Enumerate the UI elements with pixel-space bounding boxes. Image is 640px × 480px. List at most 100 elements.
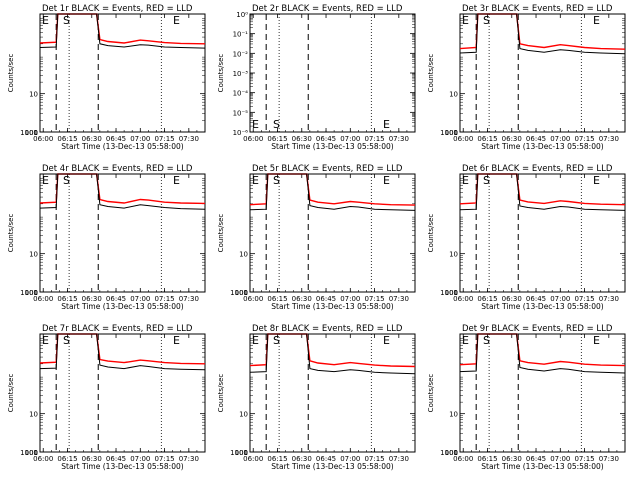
panel-title: Det 8r BLACK = Events, RED = LLD xyxy=(252,324,403,334)
event-marker-label: E xyxy=(383,334,390,347)
event-marker-label: S xyxy=(483,334,490,347)
x-axis-label: Start Time (13-Dec-13 05:58:00) xyxy=(481,302,603,311)
panel-det-7: Det 7r BLACK = Events, RED = LLD 06:00 06:… xyxy=(7,324,206,471)
event-marker-label: E xyxy=(42,14,49,27)
event-marker-label: E xyxy=(252,174,259,187)
y-tick-label: 1 xyxy=(244,449,248,457)
x-tick-label: 06:15 xyxy=(267,295,287,303)
event-marker-label: E xyxy=(173,14,180,27)
x-tick-label: 07:30 xyxy=(389,135,409,143)
x-tick-label: 07:00 xyxy=(130,455,150,463)
panel-det-1: Det 1r BLACK = Events, RED = LLD 06:00 06:… xyxy=(7,4,206,151)
x-axis-label: Start Time (13-Dec-13 05:58:00) xyxy=(481,142,603,151)
x-tick-label: 06:30 xyxy=(292,135,312,143)
y-tick-label: 10⁻⁵ xyxy=(233,109,249,117)
x-tick-label: 07:30 xyxy=(179,455,199,463)
x-tick-label: 06:30 xyxy=(82,295,102,303)
panel-title: Det 5r BLACK = Events, RED = LLD xyxy=(252,164,403,174)
y-tick-label: 1 xyxy=(34,449,38,457)
panel-det-5: Det 5r BLACK = Events, RED = LLD 06:00 06:… xyxy=(217,164,416,311)
x-axis-label: Start Time (13-Dec-13 05:58:00) xyxy=(61,142,183,151)
panel-det-3: Det 3r BLACK = Events, RED = LLD 06:00 06:… xyxy=(427,4,626,151)
y-axis-label: Counts/sec xyxy=(217,54,225,93)
panel-det-6: Det 6r BLACK = Events, RED = LLD 06:00 06:… xyxy=(427,164,626,311)
panel-det-4: Det 4r BLACK = Events, RED = LLD 06:00 06:… xyxy=(7,164,206,311)
y-tick-label: 10 xyxy=(239,251,248,259)
y-axis-label: Counts/sec xyxy=(427,54,435,93)
x-tick-label: 07:15 xyxy=(364,135,384,143)
event-marker-label: E xyxy=(462,174,469,187)
y-tick-label: 1 xyxy=(34,129,38,137)
panel-det-2: Det 2r BLACK = Events, RED = LLD 06:00 06:… xyxy=(217,4,416,151)
event-marker-label: E xyxy=(252,334,259,347)
x-tick-label: 06:45 xyxy=(526,135,546,143)
x-tick-label: 06:45 xyxy=(106,135,126,143)
x-tick-label: 06:15 xyxy=(477,135,497,143)
y-axis-label: Counts/sec xyxy=(427,374,435,413)
x-tick-label: 06:00 xyxy=(243,135,263,143)
x-tick-label: 06:30 xyxy=(292,295,312,303)
event-marker-label: E xyxy=(42,174,49,187)
plot-frame xyxy=(39,13,206,133)
x-tick-label: 07:30 xyxy=(599,135,619,143)
y-axis-label: Counts/sec xyxy=(217,374,225,413)
x-tick-label: 06:30 xyxy=(502,295,522,303)
y-tick-label: 1 xyxy=(454,129,458,137)
x-tick-label: 06:15 xyxy=(57,455,77,463)
x-tick-label: 07:15 xyxy=(574,295,594,303)
y-tick-label: 10⁰ xyxy=(236,11,248,19)
y-tick-label: 10⁻² xyxy=(233,50,249,58)
event-marker-label: S xyxy=(63,334,70,347)
panel-det-9: Det 9r BLACK = Events, RED = LLD 06:00 06:… xyxy=(427,324,626,471)
event-marker-label: S xyxy=(483,14,490,27)
event-marker-label: E xyxy=(42,334,49,347)
x-tick-label: 07:15 xyxy=(154,455,174,463)
series-events-line xyxy=(459,13,626,55)
panel-title: Det 6r BLACK = Events, RED = LLD xyxy=(462,164,613,174)
y-tick-label: 1000 xyxy=(20,289,38,297)
x-tick-label: 06:45 xyxy=(106,455,126,463)
event-marker-label: E xyxy=(462,334,469,347)
x-tick-label: 06:30 xyxy=(82,455,102,463)
y-axis-label: Counts/sec xyxy=(7,214,15,253)
y-tick-label: 1000 xyxy=(20,449,38,457)
x-tick-label: 06:00 xyxy=(243,295,263,303)
y-tick-label: 10⁻⁶ xyxy=(233,129,249,137)
x-tick-label: 07:30 xyxy=(179,135,199,143)
x-axis-label: Start Time (13-Dec-13 05:58:00) xyxy=(271,462,393,471)
y-axis-label: Counts/sec xyxy=(7,54,15,93)
event-marker-label: S xyxy=(63,174,70,187)
plot-frame xyxy=(459,333,626,453)
y-tick-label: 1 xyxy=(454,289,458,297)
y-tick-label: 1000 xyxy=(230,449,248,457)
x-tick-label: 07:00 xyxy=(550,135,570,143)
y-tick-label: 1000 xyxy=(440,449,458,457)
event-marker-label: E xyxy=(383,174,390,187)
y-tick-label: 1 xyxy=(244,289,248,297)
y-tick-label: 100 xyxy=(235,289,248,297)
x-tick-label: 06:00 xyxy=(453,455,473,463)
x-tick-label: 06:00 xyxy=(453,135,473,143)
x-axis-label: Start Time (13-Dec-13 05:58:00) xyxy=(61,302,183,311)
x-tick-label: 06:00 xyxy=(33,295,53,303)
x-tick-label: 06:15 xyxy=(267,135,287,143)
panel-title: Det 7r BLACK = Events, RED = LLD xyxy=(42,324,193,334)
x-tick-label: 07:15 xyxy=(364,455,384,463)
panel-title: Det 9r BLACK = Events, RED = LLD xyxy=(462,324,613,334)
x-axis-label: Start Time (13-Dec-13 05:58:00) xyxy=(271,142,393,151)
plot-frame xyxy=(249,173,416,293)
x-tick-label: 07:00 xyxy=(130,295,150,303)
x-axis-label: Start Time (13-Dec-13 05:58:00) xyxy=(481,462,603,471)
panel-title: Det 2r BLACK = Events, RED = LLD xyxy=(252,4,403,14)
x-tick-label: 06:45 xyxy=(316,455,336,463)
y-axis-label: Counts/sec xyxy=(7,374,15,413)
x-tick-label: 06:00 xyxy=(243,455,263,463)
y-tick-label: 10 xyxy=(449,411,458,419)
y-tick-label: 1 xyxy=(454,449,458,457)
x-tick-label: 06:15 xyxy=(57,295,77,303)
x-tick-label: 06:45 xyxy=(316,135,336,143)
y-tick-label: 1000 xyxy=(440,129,458,137)
x-tick-label: 07:30 xyxy=(389,295,409,303)
y-tick-label: 10 xyxy=(29,251,38,259)
y-tick-label: 100 xyxy=(25,289,38,297)
